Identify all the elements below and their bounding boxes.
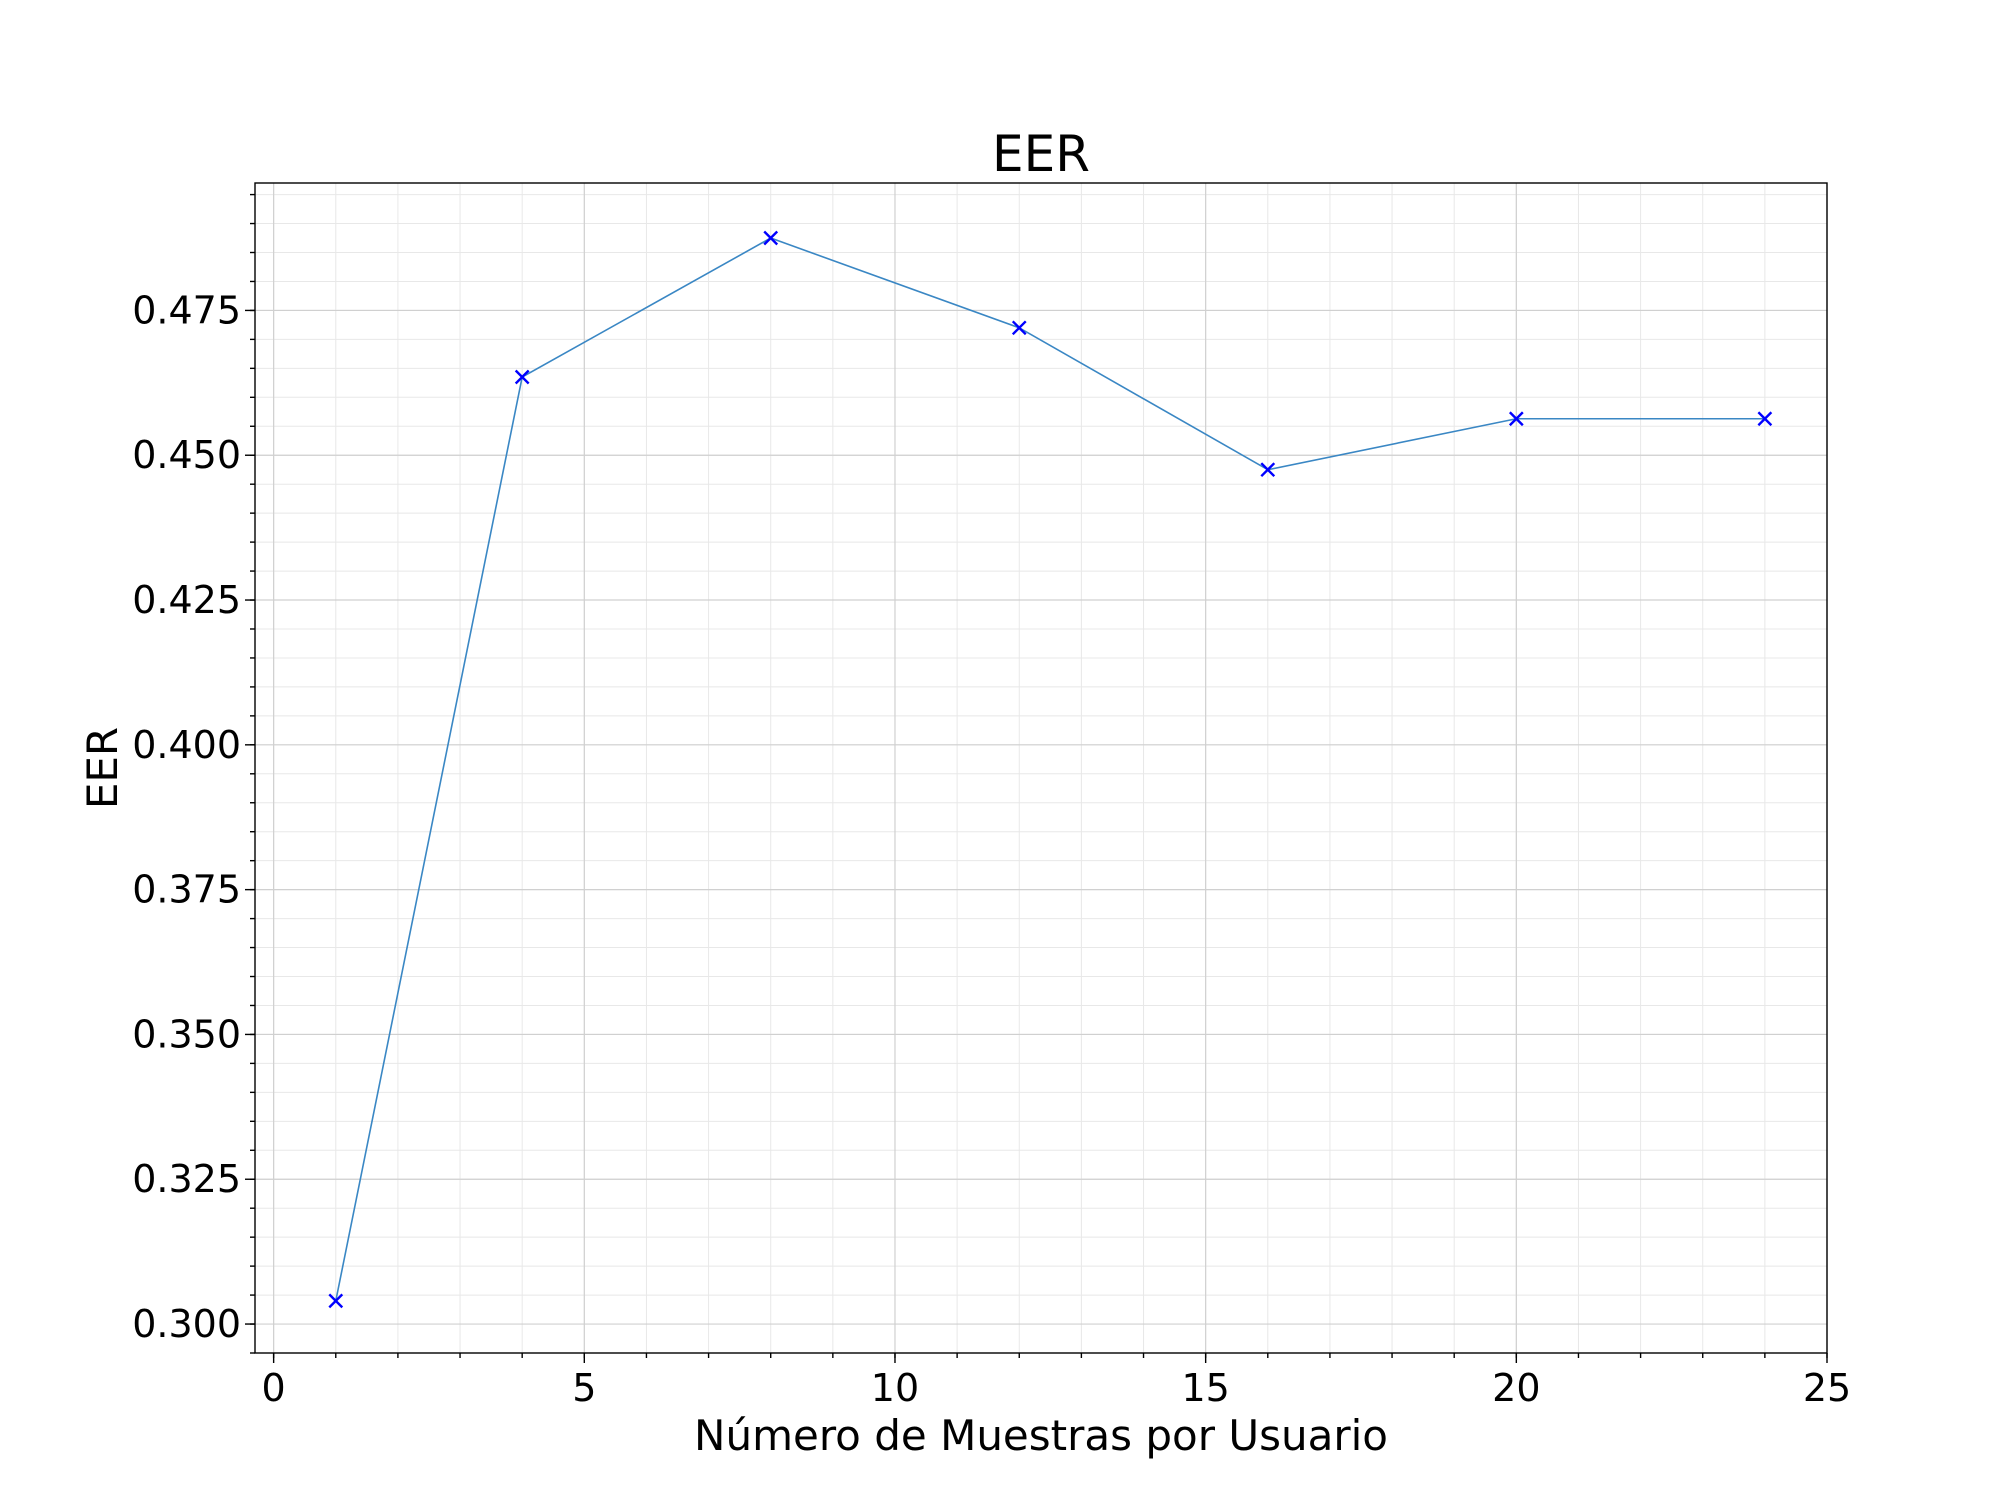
axis-ticks: 0 5 10 15 20 25 0.300 0.325 0.350 0.375 0.400 0.425… <box>132 193 1851 1410</box>
data-point-marker <box>1508 411 1524 427</box>
x-tick-label: 0 <box>262 1366 286 1410</box>
data-point-marker <box>328 1293 344 1309</box>
x-axis-label: Número de Muestras por Usuario <box>694 1411 1388 1460</box>
x-tick-label: 5 <box>572 1366 596 1410</box>
y-tick-label: 0.400 <box>132 723 241 767</box>
data-point-marker <box>514 369 530 385</box>
y-tick-label: 0.350 <box>132 1012 241 1056</box>
x-tick-label: 10 <box>871 1366 919 1410</box>
x-tick-label: 15 <box>1181 1366 1229 1410</box>
x-tick-label: 25 <box>1803 1366 1851 1410</box>
y-tick-label: 0.325 <box>132 1157 241 1201</box>
plot-frame <box>254 182 1828 1354</box>
y-tick-label: 0.450 <box>132 433 241 477</box>
data-point-marker <box>763 230 779 246</box>
series-layer <box>328 230 1773 1309</box>
data-point-marker <box>1757 411 1773 427</box>
x-tick-label: 20 <box>1492 1366 1540 1410</box>
grid <box>255 183 1828 1354</box>
y-tick-label: 0.300 <box>132 1302 241 1346</box>
y-tick-label: 0.375 <box>132 868 241 912</box>
chart-title: EER <box>992 125 1090 183</box>
y-tick-label: 0.425 <box>132 578 241 622</box>
data-point-marker <box>1011 320 1027 336</box>
y-axis-label: EER <box>78 727 127 809</box>
data-point-marker <box>1260 462 1276 478</box>
y-tick-label: 0.475 <box>132 288 241 332</box>
